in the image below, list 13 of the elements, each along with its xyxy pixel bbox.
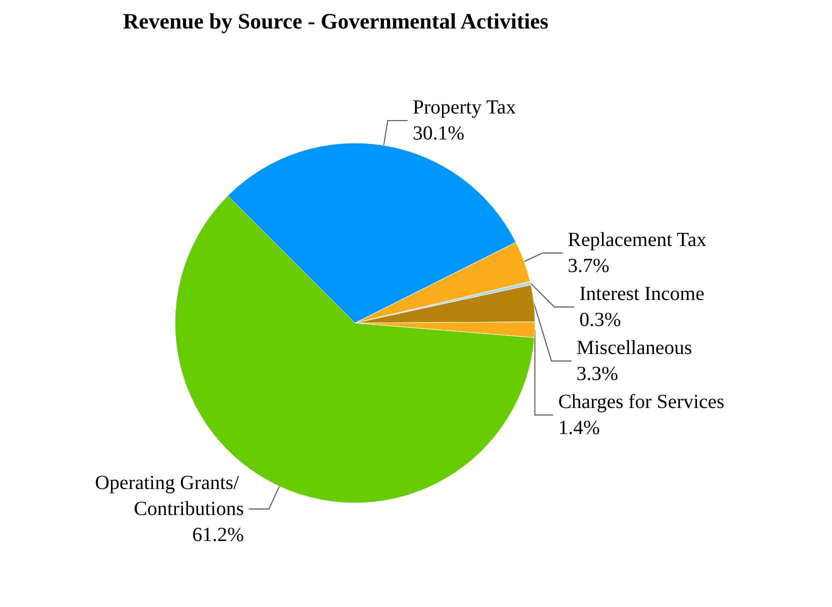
slice-label: Interest Income [579, 282, 704, 305]
data-label: 3.7% [568, 254, 610, 277]
slice-label: Charges for Services [558, 390, 725, 413]
data-label: 61.2% [192, 524, 244, 546]
data-label: 1.4% [558, 416, 600, 439]
data-label: 30.1% [412, 122, 464, 145]
slice-label: Property Tax [412, 96, 516, 119]
slice-label: Miscellaneous [576, 336, 692, 359]
data-label: 3.3% [576, 362, 618, 385]
chart-title: Revenue by Source - Governmental Activities [123, 8, 549, 34]
slice-label: Operating Grants/ Contributions [95, 472, 244, 520]
data-label: 0.3% [579, 308, 622, 331]
slice-label: Replacement Tax [568, 228, 707, 251]
